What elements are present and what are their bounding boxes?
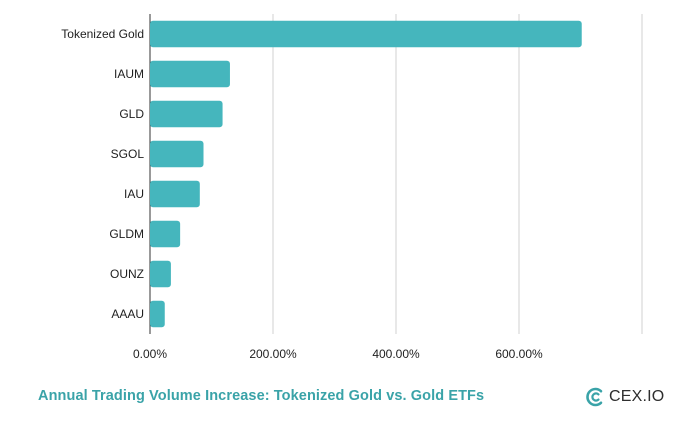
x-tick-label: 400.00% [372, 347, 420, 361]
category-label: IAU [124, 187, 144, 201]
x-tick-label: 200.00% [249, 347, 297, 361]
bar-gldm [150, 220, 181, 248]
bar-iaum [150, 60, 230, 88]
bar-tokenized-gold [150, 20, 582, 48]
x-axis-tick-labels: 0.00% 200.00% 400.00% 600.00% [133, 347, 543, 361]
category-label: SGOL [111, 147, 145, 161]
category-label: OUNZ [110, 267, 144, 281]
chart-title: Annual Trading Volume Increase: Tokenize… [38, 388, 485, 404]
cex-io-logo: CEX.IO [584, 386, 664, 408]
brand-name: CEX.IO [609, 388, 665, 405]
cex-io-logo-icon [586, 387, 603, 407]
x-tick-label: 0.00% [133, 347, 167, 361]
category-label: AAAU [111, 307, 144, 321]
category-label: IAUM [114, 67, 144, 81]
category-labels: Tokenized Gold IAUM GLD SGOL IAU GLDM OUNZ AAAU [61, 27, 144, 321]
bar-aaau [150, 300, 165, 328]
bar-chart: Tokenized Gold IAUM GLD SGOL IAU GLDM OUNZ AAAU… [61, 14, 643, 361]
category-label: GLDM [109, 227, 144, 241]
bar-gld [150, 100, 223, 128]
category-label: GLD [119, 107, 144, 121]
bars [150, 20, 582, 328]
bar-ounz [150, 260, 171, 288]
x-tick-label: 600.00% [495, 347, 543, 361]
bar-sgol [150, 140, 204, 168]
bar-iau [150, 180, 200, 208]
category-label: Tokenized Gold [61, 27, 144, 41]
